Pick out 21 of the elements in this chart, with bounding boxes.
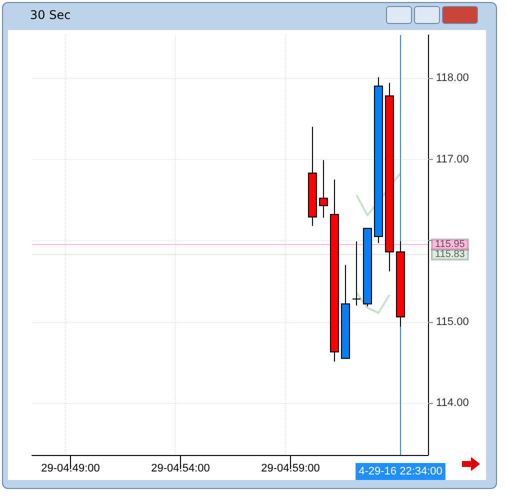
candlestick bbox=[341, 264, 350, 359]
candlestick bbox=[352, 240, 361, 306]
y-tick-label: 118.00 bbox=[436, 72, 469, 84]
candlestick bbox=[396, 240, 405, 328]
line-series bbox=[356, 292, 390, 314]
candlestick bbox=[319, 160, 328, 218]
y-tick-label: 115.00 bbox=[436, 316, 469, 328]
chart-title: 30 Sec bbox=[30, 8, 71, 22]
x-tick-label: 4-29-16 22:34:00 bbox=[358, 466, 442, 478]
x-tick-label: 29-04:54:00 bbox=[151, 462, 210, 474]
candlestick bbox=[363, 228, 372, 307]
x-tick-label: 29-04:59:00 bbox=[261, 462, 320, 474]
candlestick bbox=[308, 126, 317, 226]
ref-line-label: 115.83 bbox=[435, 248, 466, 260]
y-tick-label: 114.00 bbox=[436, 397, 469, 410]
candlestick bbox=[330, 179, 339, 362]
candlestick bbox=[374, 76, 383, 244]
y-tick-label: 117.00 bbox=[436, 153, 469, 166]
ref-line-label: 115.95 bbox=[435, 239, 466, 250]
x-tick-label: 29-04:49:00 bbox=[41, 462, 100, 474]
candlestick bbox=[385, 82, 394, 272]
